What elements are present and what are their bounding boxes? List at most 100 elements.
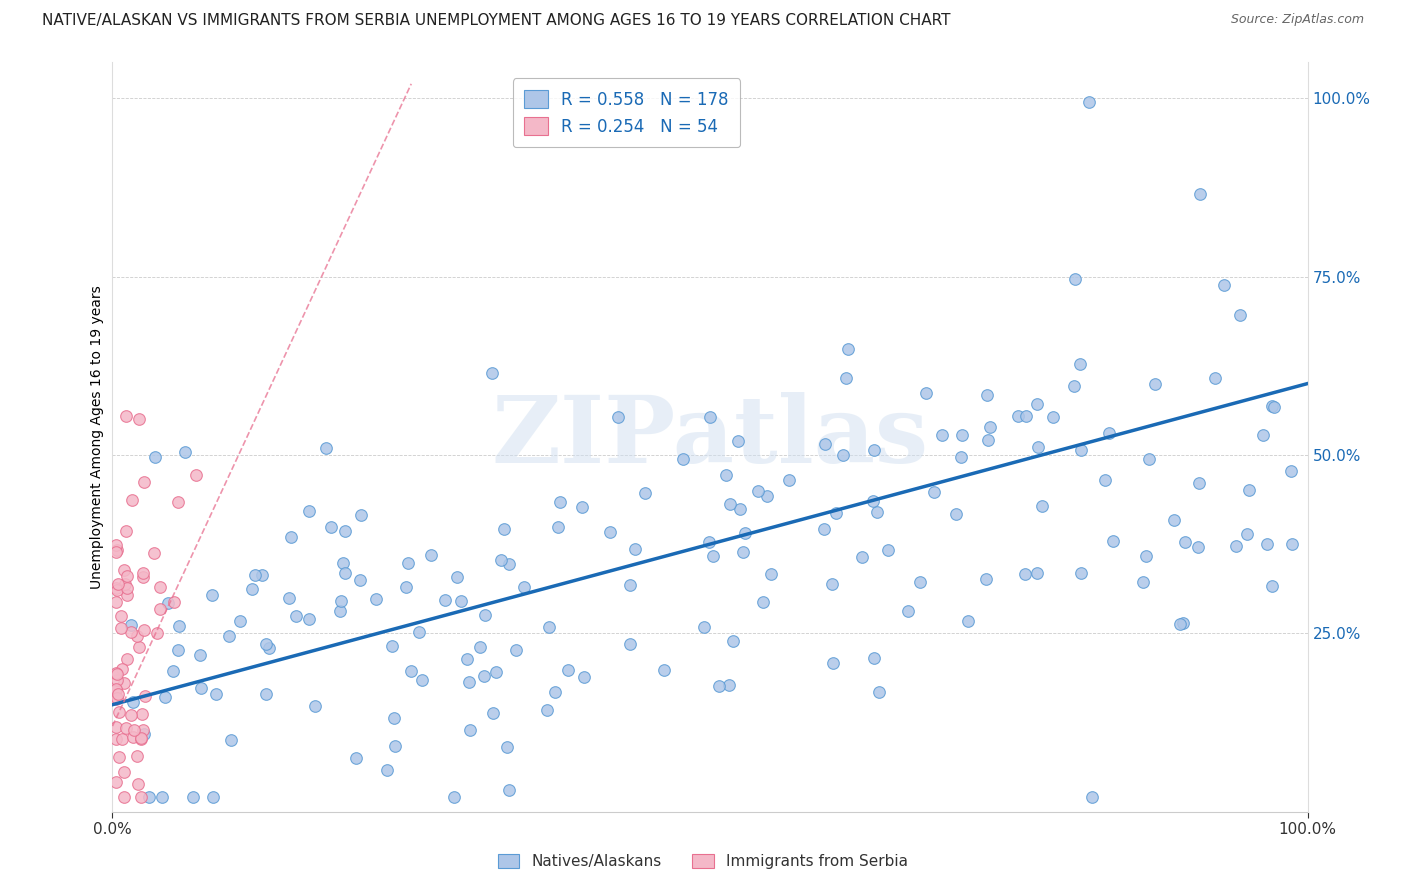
Point [505, 643, 527, 657]
Point [821, 656, 844, 670]
Point [498, 557, 520, 571]
Point [672, 452, 695, 467]
Point [443, 790, 465, 805]
Point [915, 385, 938, 400]
Point [411, 673, 433, 687]
Point [734, 526, 756, 541]
Point [333, 524, 356, 538]
Point [599, 525, 621, 540]
Point [105, 581, 128, 595]
Point [1064, 271, 1087, 285]
Point [349, 574, 371, 588]
Point [121, 493, 143, 508]
Point [1135, 549, 1157, 563]
Point [115, 651, 138, 665]
Point [257, 641, 280, 656]
Point [727, 434, 749, 448]
Point [399, 665, 422, 679]
Point [470, 640, 492, 654]
Point [115, 721, 138, 735]
Point [132, 726, 155, 740]
Point [863, 651, 886, 665]
Point [298, 612, 321, 626]
Point [132, 623, 155, 637]
Point [107, 687, 129, 701]
Point [714, 467, 737, 482]
Y-axis label: Unemployment Among Ages 16 to 19 years: Unemployment Among Ages 16 to 19 years [90, 285, 104, 589]
Point [169, 619, 191, 633]
Point [128, 412, 150, 426]
Point [450, 593, 472, 607]
Point [110, 609, 132, 624]
Point [721, 634, 744, 648]
Point [761, 566, 783, 581]
Point [837, 342, 859, 356]
Point [134, 690, 156, 704]
Point [571, 500, 593, 514]
Text: ZIPatlas: ZIPatlas [492, 392, 928, 482]
Point [876, 543, 898, 558]
Point [284, 609, 307, 624]
Point [162, 664, 184, 678]
Point [1279, 464, 1302, 478]
Point [163, 595, 186, 609]
Point [974, 572, 997, 586]
Point [922, 484, 945, 499]
Point [634, 486, 657, 500]
Point [114, 676, 136, 690]
Point [1014, 409, 1036, 424]
Point [492, 522, 515, 536]
Point [127, 777, 149, 791]
Point [250, 568, 273, 582]
Point [778, 473, 800, 487]
Point [115, 569, 138, 583]
Point [1078, 95, 1101, 109]
Point [105, 594, 128, 608]
Point [1163, 513, 1185, 527]
Point [186, 467, 208, 482]
Point [446, 570, 468, 584]
Point [1171, 615, 1194, 630]
Point [1101, 533, 1123, 548]
Point [114, 524, 136, 539]
Point [1187, 541, 1209, 555]
Point [862, 493, 884, 508]
Point [240, 582, 263, 597]
Point [851, 550, 873, 565]
Point [138, 790, 160, 805]
Point [131, 707, 153, 722]
Point [1094, 473, 1116, 487]
Point [547, 520, 569, 534]
Point [1261, 579, 1284, 593]
Point [1098, 425, 1121, 440]
Point [979, 419, 1001, 434]
Point [513, 580, 536, 594]
Point [1188, 475, 1211, 490]
Point [105, 682, 128, 697]
Point [702, 549, 724, 563]
Point [482, 706, 505, 721]
Point [1239, 483, 1261, 498]
Point [1189, 187, 1212, 202]
Point [105, 538, 128, 552]
Point [131, 790, 153, 805]
Point [153, 690, 176, 704]
Point [950, 428, 973, 442]
Point [1132, 574, 1154, 589]
Point [149, 602, 172, 616]
Point [107, 577, 129, 591]
Point [333, 566, 356, 581]
Point [381, 639, 404, 653]
Point [1260, 399, 1282, 413]
Point [692, 620, 714, 634]
Point [304, 699, 326, 714]
Point [145, 625, 167, 640]
Point [105, 545, 128, 559]
Point [755, 489, 778, 503]
Point [329, 604, 352, 618]
Point [866, 505, 889, 519]
Point [344, 751, 367, 765]
Point [976, 388, 998, 402]
Point [108, 705, 131, 719]
Point [832, 448, 855, 462]
